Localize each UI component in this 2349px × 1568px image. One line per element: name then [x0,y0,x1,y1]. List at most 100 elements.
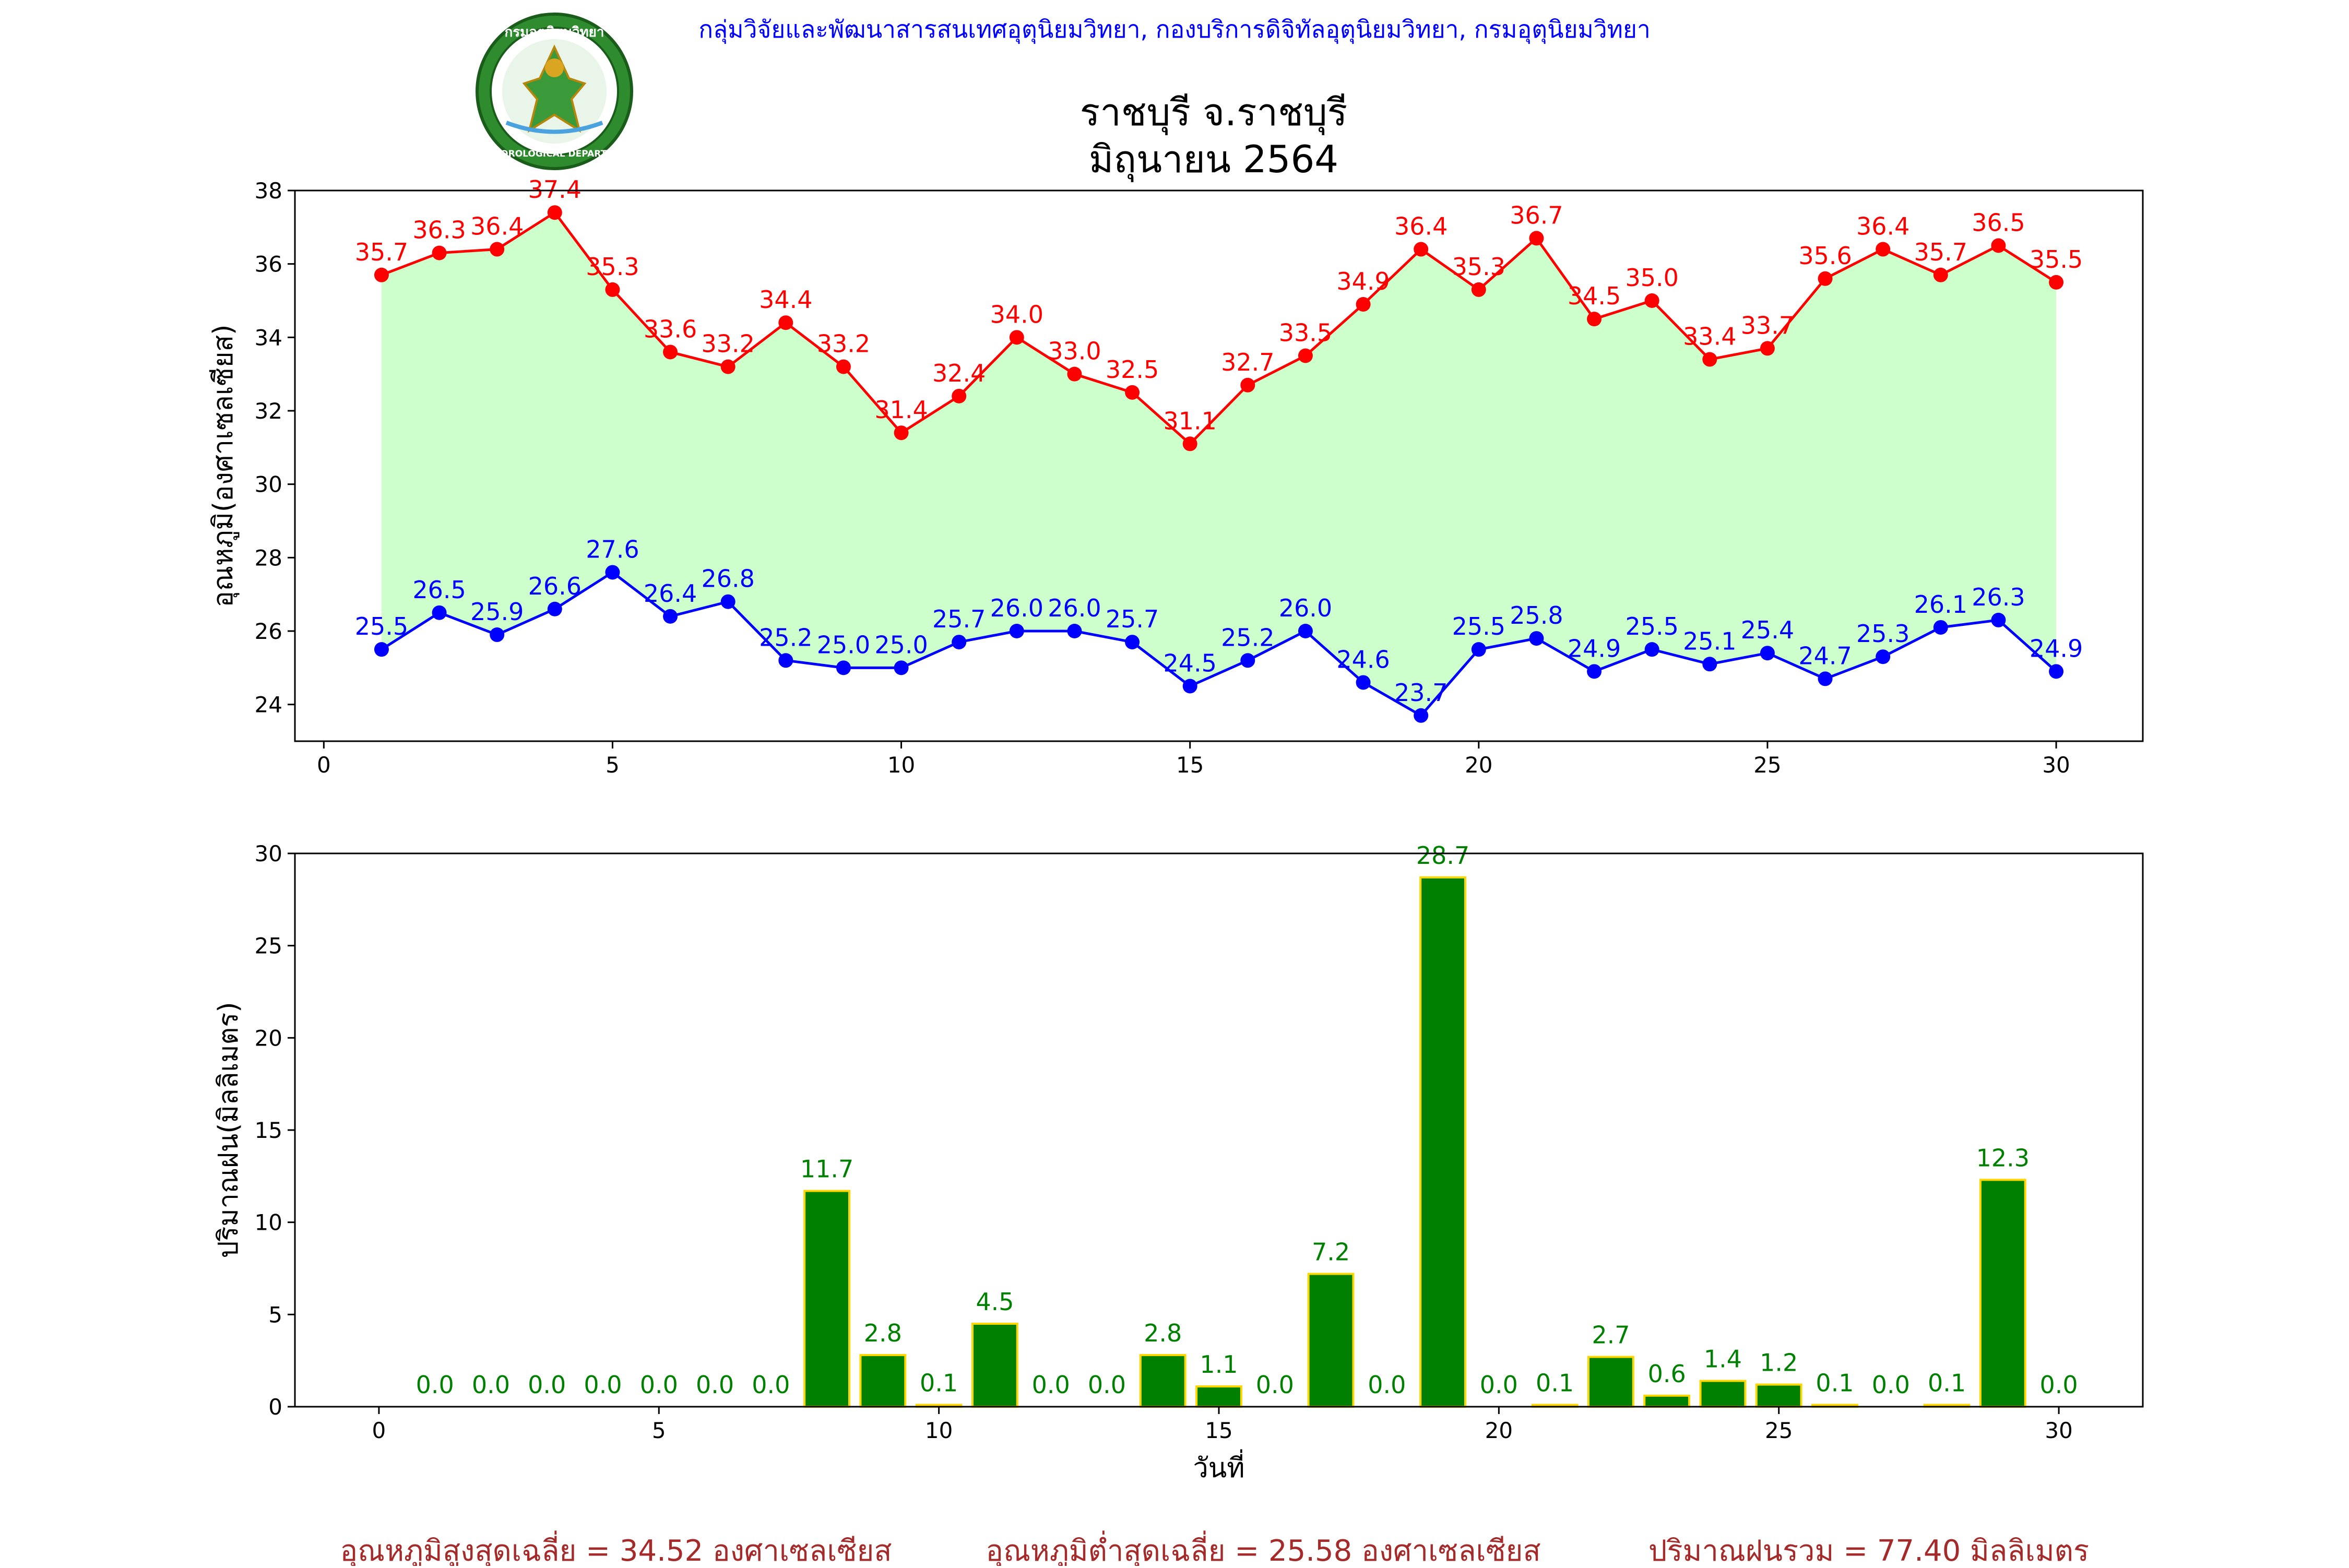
rainfall-bar-label: 7.2 [1312,1238,1350,1266]
temperature-max-label: 35.3 [586,253,639,281]
temperature-max-line [381,210,2057,446]
temperature-min-point [1067,624,1082,638]
meteorological-department-logo: กรมอุตุนิยมวิทยา METEOROLOGICAL DEPARTME… [473,13,635,170]
temperature-min-point [1414,708,1429,723]
temperature-min-label: 25.3 [1856,620,1909,648]
temperature-x-tick-label: 5 [606,752,620,778]
rainfall-y-tick-label: 15 [255,1118,282,1143]
rainfall-bar-label: 1.1 [1200,1350,1238,1379]
temperature-x-tick-label: 30 [2042,752,2070,778]
temperature-max-point [374,267,389,282]
rainfall-x-tick-label: 30 [2045,1418,2072,1443]
temperature-y-tick-label: 30 [255,472,282,497]
temperature-min-label: 26.0 [990,594,1043,622]
rainfall-y-tick-label: 0 [268,1394,282,1420]
rainfall-bar-label: 0.0 [696,1371,734,1399]
temperature-max-point [605,282,620,297]
rainfall-x-tick-label: 5 [652,1418,666,1443]
temperature-max-label: 34.0 [990,300,1043,328]
temperature-min-point [1702,657,1717,672]
rainfall-chart: 0.0 0.0 0.0 0.0 0.0 0.0 0.0 11.7 2.8 0.1 4.5 0.0 0.0… [213,841,2144,1484]
rainfall-bar-label: 0.0 [1368,1371,1406,1399]
temperature-max-label: 31.4 [874,396,928,424]
temperature-max-point [778,315,793,330]
temperature-min-point [952,635,967,650]
temperature-min-point [1760,646,1775,661]
temperature-max-point [1067,366,1082,382]
temperature-max-label: 35.7 [355,238,408,266]
temperature-max-label: 33.5 [1279,319,1332,347]
temperature-max-label: 33.2 [701,330,754,358]
rainfall-bar-label: 11.7 [800,1155,853,1183]
temperature-min-label: 23.7 [1394,679,1448,707]
temperature-min-point [1471,642,1486,657]
temperature-max-point [1991,238,2006,253]
temperature-chart: 35.736.3 36.437.435.333.633.234.433.231.4… [208,175,2144,778]
rainfall-y-tick-label: 20 [255,1025,282,1051]
temperature-max-label: 35.7 [1914,238,1967,266]
temperature-min-label: 26.8 [701,565,754,593]
rainfall-x-tick-label: 25 [1765,1418,1793,1443]
rainfall-bar-label: 2.8 [1144,1319,1182,1347]
rainfall-bar [1643,1394,1691,1408]
temperature-min-point [1125,635,1140,650]
temperature-min-label: 25.2 [759,623,812,651]
temperature-x-tick-label: 20 [1465,752,1492,778]
temperature-data-labels: 35.736.3 36.437.435.333.633.234.433.231.4… [355,175,2083,707]
temperature-min-point [894,660,909,675]
temperature-min-label: 25.2 [1221,623,1274,651]
temperature-min-label: 24.5 [1163,649,1216,678]
rainfall-y-tick-label: 30 [255,841,282,866]
rainfall-x-tick-label: 10 [925,1418,953,1443]
temperature-max-label: 36.3 [412,216,466,244]
temperature-min-label: 24.9 [1568,634,1621,662]
temperature-max-label: 33.4 [1683,323,1736,351]
rainfall-bar-label: 0.0 [1032,1371,1070,1399]
temperature-min-label: 25.5 [1452,612,1505,640]
temperature-max-point [1182,436,1197,452]
temperature-max-point [1644,293,1659,308]
temperature-max-label: 35.3 [1452,253,1505,281]
temperature-min-label: 26.0 [1279,594,1332,622]
temperature-min-label: 25.0 [874,631,928,659]
temperature-max-label: 35.0 [1625,264,1678,292]
temperature-min-point [1298,624,1313,638]
temperature-min-label: 25.7 [932,605,986,633]
temperature-y-tick-label: 38 [255,178,282,204]
temperature-max-label: 33.6 [644,315,697,343]
temperature-max-point [490,242,505,257]
chart-title-line2: มิถุนายน 2564 [1089,137,1338,182]
temperature-max-point [1009,330,1024,345]
rainfall-bar-label: 0.0 [584,1371,622,1399]
temperature-x-tick-label: 25 [1753,752,1781,778]
temperature-max-point [1876,242,1891,257]
temperature-min-label: 25.9 [470,598,524,626]
rainfall-x-tick-label: 0 [372,1418,386,1443]
rainfall-bar-label: 0.0 [1872,1371,1910,1399]
rainfall-x-tick-label: 15 [1205,1418,1232,1443]
rainfall-data-labels: 0.0 0.0 0.0 0.0 0.0 0.0 0.0 11.7 2.8 0.1 4.5 0.0 0.0… [416,841,2078,1399]
rainfall-bar-label: 0.1 [1536,1369,1574,1397]
rainfall-bar [859,1354,907,1408]
temperature-max-point [663,345,678,360]
temperature-max-label: 36.4 [1394,212,1448,241]
temperature-max-label: 36.4 [470,212,524,241]
temperature-y-axis-label: อุณหภูมิ(องศาเซลเซียส) [208,325,240,608]
logo-bottom-text: METEOROLOGICAL DEPARTMENT [473,149,635,159]
rainfall-bar [1139,1354,1187,1408]
temperature-max-label: 32.4 [932,359,986,387]
temperature-min-point [1356,675,1371,690]
temperature-max-label: 36.7 [1510,201,1563,229]
temperature-axes-frame [294,189,2144,742]
rainfall-bar-label: 0.0 [528,1371,566,1399]
temperature-x-tick-label: 10 [887,752,915,778]
temperature-min-point [778,653,793,668]
temperature-max-point [952,388,967,403]
rainfall-bar [1419,876,1467,1408]
rainfall-bar [1979,1179,2026,1408]
temperature-min-label: 25.8 [1510,601,1563,629]
rainfall-bar-label: 0.0 [1088,1371,1126,1399]
rainfall-bar-label: 0.0 [2040,1371,2078,1399]
summary-total-rain: ปริมาณฝนรวม = 77.40 มิลลิเมตร [1648,1534,2089,1566]
rainfall-bars [803,876,2026,1408]
